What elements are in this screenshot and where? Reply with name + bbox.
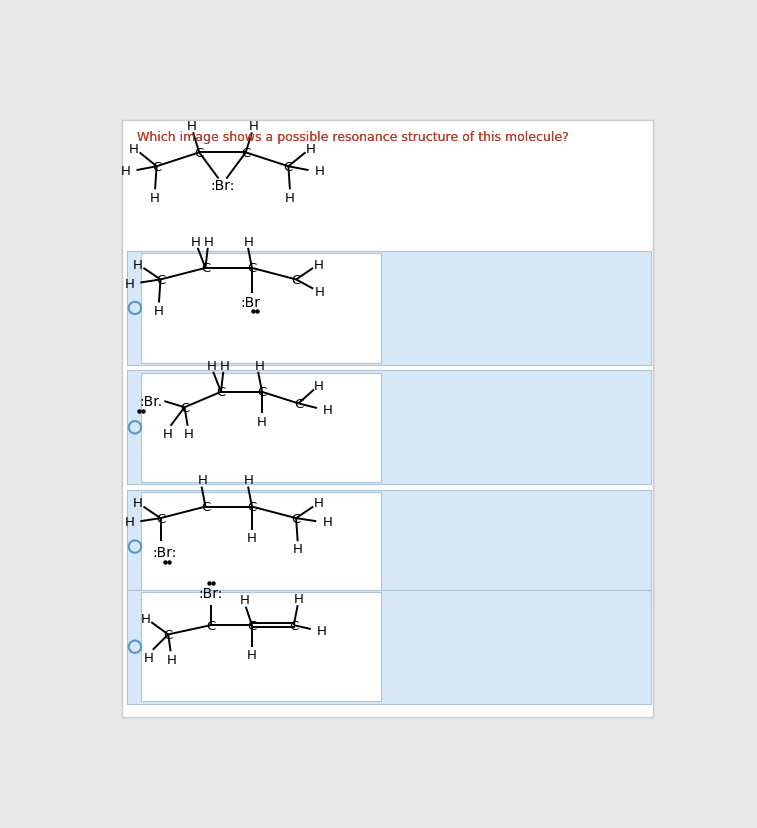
Text: C: C [156, 273, 165, 286]
Text: C: C [195, 147, 204, 160]
Text: :Br.: :Br. [139, 395, 163, 408]
Text: C: C [156, 512, 165, 525]
Text: H: H [247, 532, 257, 544]
Text: C: C [248, 262, 257, 275]
Bar [141, 254, 382, 363]
Text: H: H [167, 652, 176, 666]
Text: C: C [257, 386, 266, 399]
Text: C: C [206, 619, 216, 632]
Bar [141, 493, 382, 602]
Text: H: H [184, 427, 194, 440]
Text: Which image shows a possible resonance structure of this molecule?: Which image shows a possible resonance s… [137, 132, 569, 144]
Text: H: H [244, 236, 254, 249]
Text: H: H [313, 497, 323, 509]
Text: H: H [133, 497, 143, 509]
Text: C: C [294, 397, 303, 411]
Text: H: H [144, 651, 154, 664]
Text: H: H [323, 403, 333, 416]
Text: H: H [294, 592, 304, 605]
Text: H: H [220, 359, 230, 373]
Text: C: C [164, 628, 173, 641]
Text: H: H [240, 594, 250, 607]
Text: C: C [201, 262, 210, 275]
Text: H: H [248, 120, 258, 132]
Text: H: H [306, 143, 316, 156]
Text: C: C [217, 386, 226, 399]
Text: C: C [248, 500, 257, 513]
Text: H: H [313, 258, 323, 272]
Text: H: H [204, 236, 213, 249]
Text: H: H [124, 516, 134, 529]
Text: H: H [255, 359, 265, 373]
Text: H: H [257, 415, 267, 428]
Bar [127, 371, 651, 484]
Text: H: H [186, 120, 196, 132]
Text: C: C [180, 402, 189, 414]
Text: Which image shows a possible resonance structure of this molecule?: Which image shows a possible resonance s… [137, 132, 569, 144]
Text: :Br:: :Br: [210, 179, 235, 192]
Text: H: H [154, 305, 164, 317]
Text: H: H [163, 427, 173, 440]
Text: H: H [124, 277, 134, 291]
Text: C: C [241, 147, 251, 160]
Bar [127, 490, 651, 604]
Text: H: H [285, 191, 295, 205]
Text: C: C [291, 273, 301, 286]
Text: H: H [129, 143, 139, 156]
Text: H: H [120, 165, 130, 178]
Text: H: H [322, 516, 332, 529]
Text: H: H [313, 380, 323, 392]
Bar [141, 373, 382, 483]
Text: H: H [198, 474, 207, 487]
Text: H: H [317, 624, 327, 638]
Text: H: H [150, 191, 160, 205]
Text: H: H [314, 286, 324, 299]
Text: C: C [152, 161, 161, 174]
Text: H: H [192, 236, 201, 249]
Bar [127, 252, 651, 365]
Text: H: H [244, 474, 254, 487]
Text: :Br:: :Br: [152, 546, 176, 560]
Text: :Br: :Br [241, 296, 260, 310]
Text: C: C [291, 512, 301, 525]
Text: C: C [284, 161, 293, 174]
Text: C: C [248, 619, 257, 632]
Text: H: H [293, 543, 303, 556]
Text: H: H [133, 258, 143, 272]
Bar [141, 592, 382, 701]
Bar [127, 590, 651, 704]
Text: H: H [315, 165, 325, 178]
Text: H: H [247, 648, 257, 661]
Text: C: C [201, 500, 210, 513]
Text: :Br:: :Br: [198, 586, 223, 600]
Text: H: H [141, 612, 151, 625]
Text: C: C [289, 619, 298, 632]
Text: H: H [207, 359, 217, 373]
